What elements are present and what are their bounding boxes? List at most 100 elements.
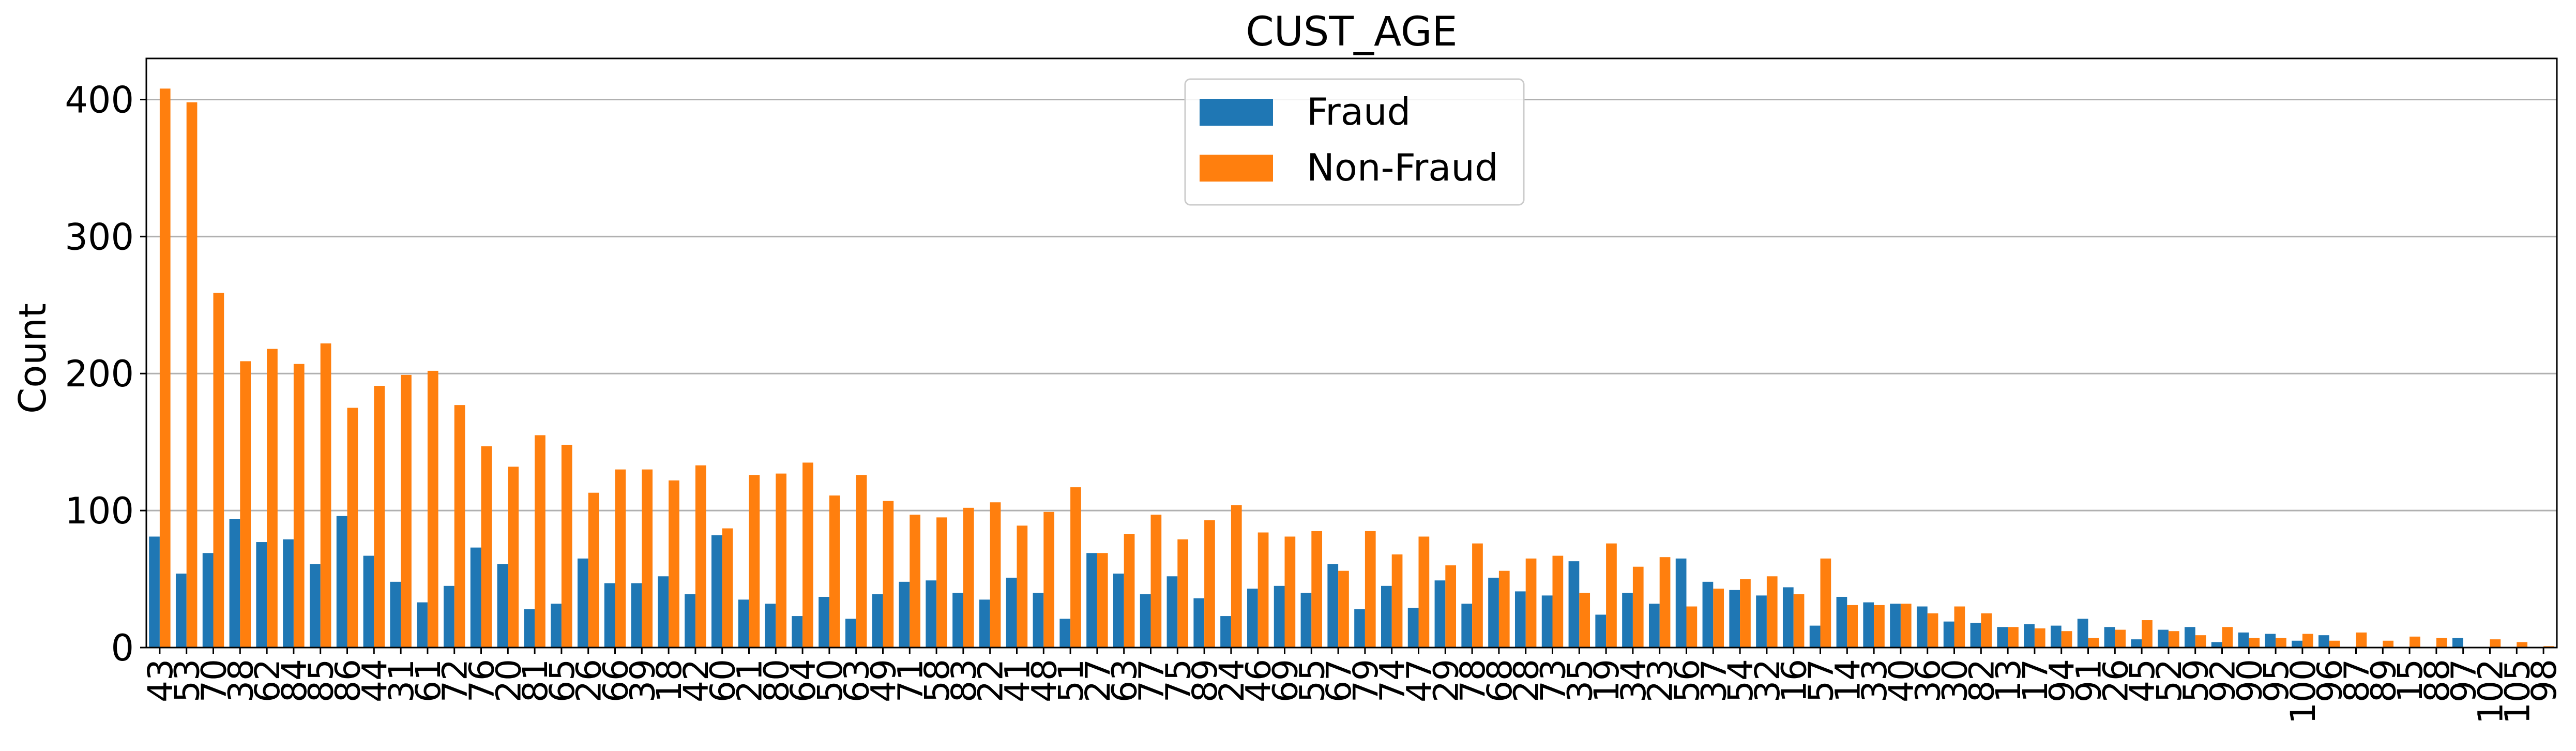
- bar-non-fraud-27: [1097, 553, 1108, 648]
- bar-non-fraud-56: [1686, 606, 1698, 648]
- bar-non-fraud-100: [2302, 634, 2313, 648]
- bar-fraud-57: [1809, 625, 1821, 648]
- bar-non-fraud-67: [1338, 570, 1349, 648]
- x-tick-label: 31: [382, 659, 421, 702]
- bar-non-fraud-57: [1820, 558, 1831, 648]
- x-tick-label: 80: [756, 659, 796, 702]
- bar-fraud-49: [872, 594, 883, 648]
- x-tick-label: 91: [2069, 659, 2109, 702]
- legend-label-fraud: Fraud: [1307, 90, 1411, 133]
- bar-fraud-78: [1461, 604, 1473, 648]
- bar-fraud-50: [819, 596, 829, 648]
- x-tick-label: 71: [890, 659, 930, 702]
- bar-non-fraud-78: [1472, 543, 1483, 648]
- x-tick-label: 84: [275, 659, 314, 702]
- bar-non-fraud-33: [1874, 605, 1885, 648]
- bar-non-fraud-86: [347, 408, 358, 648]
- x-tick-label: 86: [328, 659, 368, 702]
- x-tick-label: 29: [1426, 659, 1466, 702]
- bar-non-fraud-60: [722, 528, 733, 648]
- x-tick-label: 18: [649, 659, 689, 702]
- bar-non-fraud-44: [374, 386, 385, 648]
- x-tick-label: 95: [2256, 659, 2296, 702]
- bar-non-fraud-89: [2383, 640, 2394, 648]
- bar-non-fraud-17: [2034, 628, 2045, 648]
- bar-non-fraud-50: [829, 495, 840, 648]
- bar-fraud-20: [497, 564, 508, 648]
- bar-non-fraud-70: [213, 292, 224, 648]
- x-tick-label: 49: [864, 659, 904, 702]
- x-tick-label: 63: [1105, 659, 1145, 702]
- legend-label-non-fraud: Non-Fraud: [1307, 146, 1498, 189]
- x-tick-label: 70: [194, 659, 234, 702]
- bar-fraud-60: [711, 535, 722, 648]
- bar-non-fraud-48: [1043, 512, 1055, 648]
- bar-fraud-40: [1890, 604, 1901, 648]
- x-tick-label: 13: [1989, 659, 2028, 702]
- x-tick-label: 54: [1721, 659, 1761, 702]
- bar-non-fraud-75: [1177, 539, 1189, 648]
- bar-fraud-42: [685, 594, 695, 648]
- x-tick-label: 67: [1319, 659, 1359, 702]
- bar-fraud-55: [1300, 593, 1312, 648]
- bar-fraud-58: [926, 580, 937, 648]
- bars-group: [149, 88, 2554, 648]
- bar-fraud-66: [604, 583, 615, 648]
- x-tick-label: 28: [1507, 659, 1547, 702]
- y-tick-label: 0: [111, 627, 134, 669]
- bar-fraud-26: [2104, 627, 2115, 648]
- bar-fraud-80: [765, 604, 776, 648]
- bar-non-fraud-95: [2276, 638, 2286, 648]
- bar-fraud-86: [336, 516, 347, 648]
- bar-non-fraud-24: [1231, 505, 1242, 648]
- bar-fraud-31: [390, 581, 401, 648]
- bar-non-fraud-58: [936, 517, 947, 648]
- x-tick-label: 27: [1078, 659, 1118, 702]
- x-tick-label: 96: [2310, 659, 2350, 702]
- legend-swatch-fraud: [1200, 99, 1273, 126]
- bar-non-fraud-47: [1418, 536, 1430, 648]
- bar-fraud-70: [202, 553, 214, 648]
- x-tick-label: 46: [1239, 659, 1279, 702]
- bar-non-fraud-55: [1311, 531, 1323, 648]
- bar-non-fraud-26: [588, 492, 599, 648]
- x-tick-label: 33: [1855, 659, 1895, 702]
- x-tick-label: 16: [1775, 659, 1814, 702]
- x-tick-label: 26: [2096, 659, 2135, 702]
- x-tick-label: 47: [1400, 659, 1439, 702]
- x-tick-label: 51: [1051, 659, 1091, 702]
- x-tick-label: 87: [2337, 659, 2377, 702]
- bar-fraud-45: [2131, 639, 2142, 648]
- bar-fraud-95: [2265, 634, 2276, 648]
- bar-fraud-75: [1166, 576, 1178, 648]
- x-tick-label: 88: [2417, 659, 2457, 702]
- bar-fraud-41: [1006, 577, 1017, 648]
- bar-fraud-85: [309, 564, 321, 648]
- bar-fraud-71: [899, 581, 910, 648]
- x-tick-label: 89: [2363, 659, 2403, 702]
- bar-non-fraud-64: [802, 462, 813, 648]
- x-tick-label: 19: [1587, 659, 1627, 702]
- bar-non-fraud-69: [1284, 536, 1296, 648]
- bar-fraud-69: [1274, 585, 1285, 648]
- bar-non-fraud-61: [427, 370, 438, 648]
- bar-non-fraud-96: [2329, 640, 2340, 648]
- bar-non-fraud-18: [669, 480, 679, 648]
- bar-fraud-63: [1113, 573, 1124, 648]
- x-tick-label: 58: [917, 659, 957, 702]
- bar-fraud-36: [1916, 606, 1928, 648]
- bar-non-fraud-36: [1927, 613, 1938, 648]
- bar-non-fraud-76: [481, 446, 492, 648]
- bar-fraud-97: [2452, 638, 2463, 648]
- x-tick-label: 53: [168, 659, 207, 702]
- x-tick-label: 73: [1534, 659, 1573, 702]
- bar-fraud-89: [1193, 598, 1205, 648]
- y-tick-label: 300: [65, 216, 134, 258]
- x-tick-label: 35: [1560, 659, 1600, 702]
- bar-non-fraud-43: [159, 88, 171, 648]
- y-tick-label: 200: [65, 353, 134, 395]
- bar-fraud-92: [2211, 642, 2222, 648]
- bar-non-fraud-49: [883, 501, 894, 648]
- bar-fraud-83: [952, 593, 963, 648]
